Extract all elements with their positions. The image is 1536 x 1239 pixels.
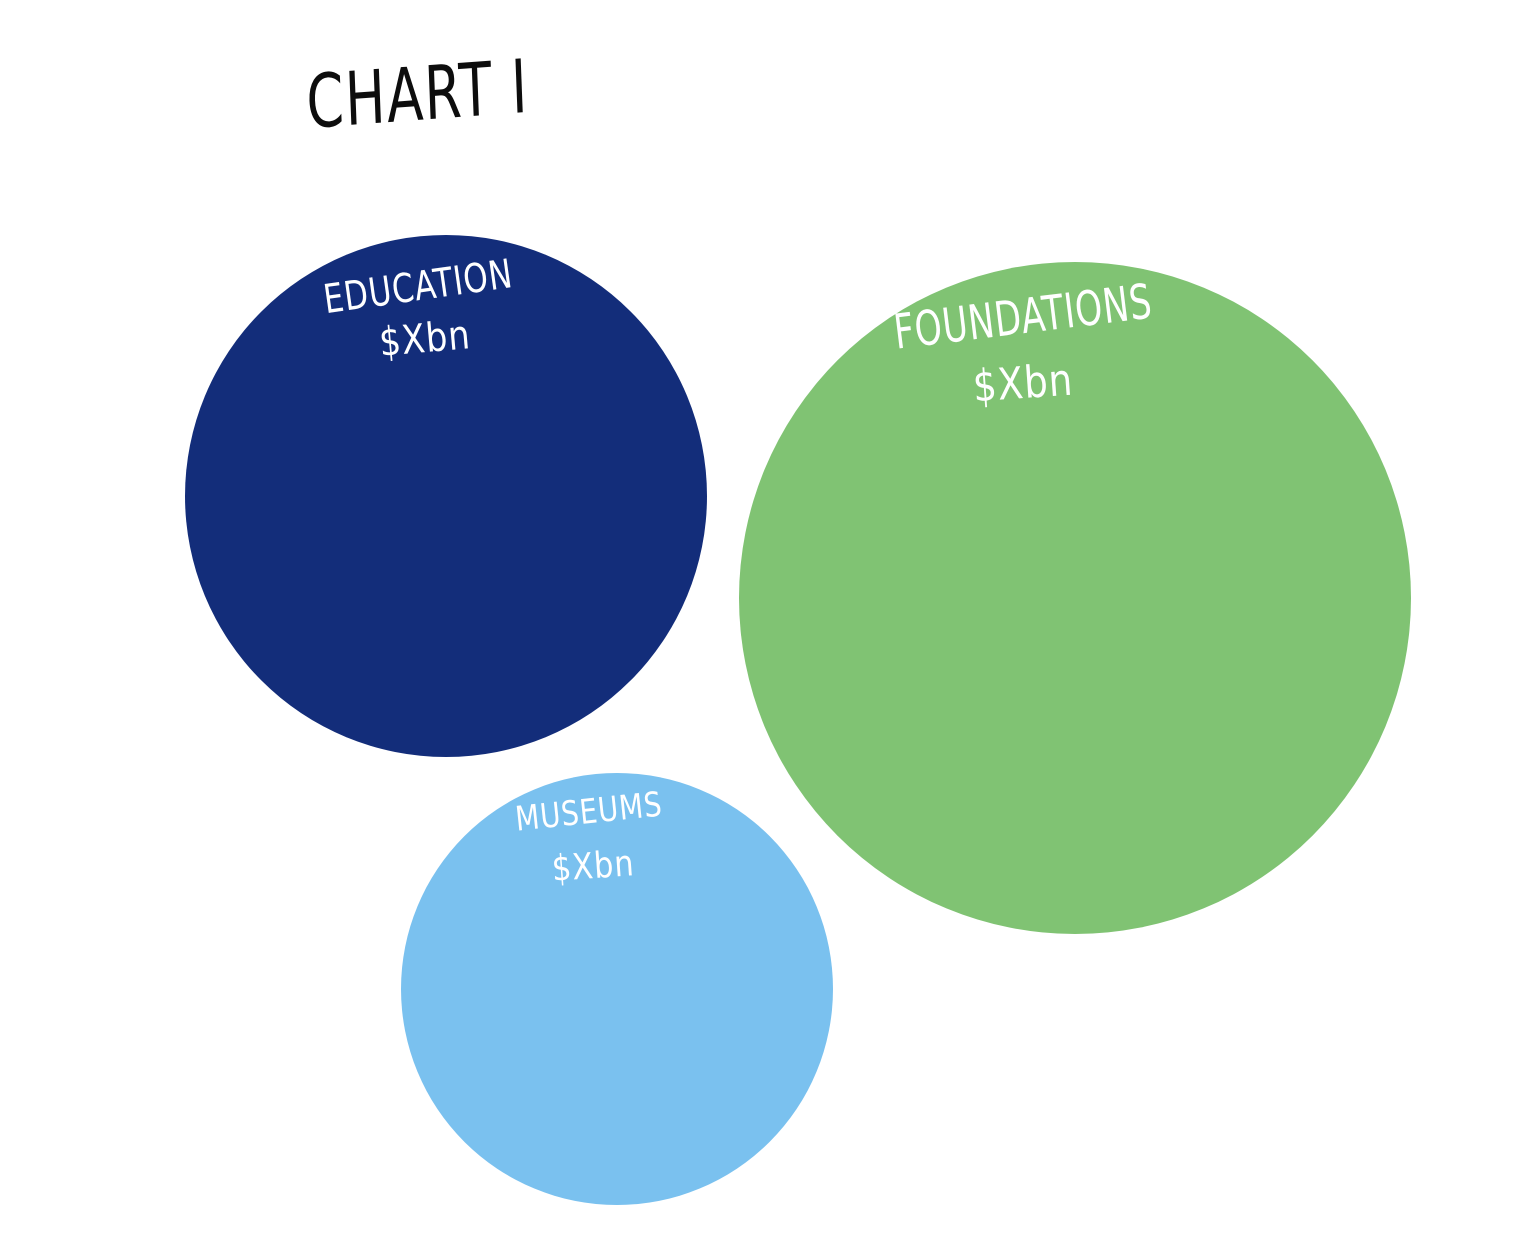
bubble-museums-value: $Xbn <box>550 842 635 890</box>
bubble-education-value: $Xbn <box>377 312 472 366</box>
bubble-foundations-value: $Xbn <box>971 354 1075 413</box>
bubble-foundations-circle <box>739 262 1411 934</box>
bubble-museums-circle <box>401 773 833 1205</box>
bubble-foundations: FOUNDATIONS$Xbn <box>739 262 1411 934</box>
bubble-education: EDUCATION$Xbn <box>185 235 707 757</box>
bubble-museums: MUSEUMS$Xbn <box>401 773 833 1205</box>
bubble-education-circle <box>185 235 707 757</box>
